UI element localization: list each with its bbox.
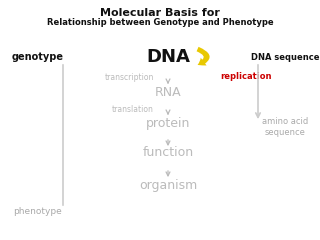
Text: Relationship between Genotype and Phenotype: Relationship between Genotype and Phenot… [47,18,273,27]
Text: translation: translation [112,104,154,114]
Text: phenotype: phenotype [14,208,62,216]
Text: transcription: transcription [105,72,154,82]
Text: amino acid
sequence: amino acid sequence [262,117,308,137]
Text: Molecular Basis for: Molecular Basis for [100,8,220,18]
Text: replication: replication [220,72,271,81]
Text: DNA sequence: DNA sequence [251,53,319,61]
Text: genotype: genotype [12,52,64,62]
Text: RNA: RNA [155,85,181,98]
Text: DNA: DNA [146,48,190,66]
Text: organism: organism [139,179,197,192]
FancyArrowPatch shape [196,47,210,66]
Text: function: function [142,146,194,160]
Text: protein: protein [146,116,190,130]
